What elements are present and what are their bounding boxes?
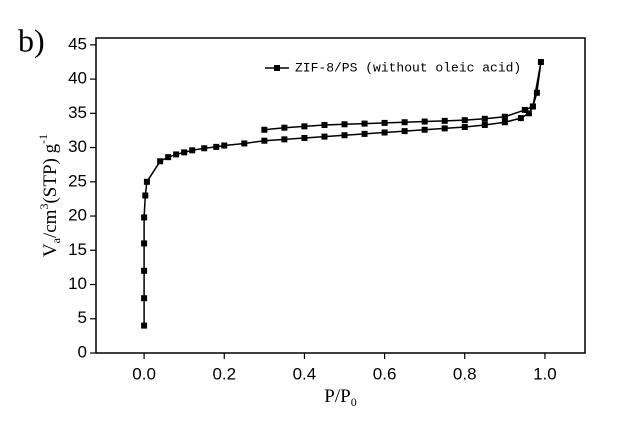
x-label-sub: 0 bbox=[351, 395, 357, 409]
x-tick-label: 0.6 bbox=[373, 364, 397, 383]
plot-frame bbox=[95, 37, 586, 354]
y-label-part: (STP) g bbox=[40, 143, 61, 203]
y-label-part: -1 bbox=[36, 134, 50, 144]
data-point bbox=[525, 110, 532, 117]
data-point bbox=[301, 134, 308, 141]
data-point bbox=[261, 126, 268, 133]
data-line bbox=[143, 61, 542, 326]
data-point bbox=[321, 133, 328, 140]
y-label-part: 3 bbox=[37, 204, 51, 210]
data-point bbox=[213, 143, 220, 150]
x-tick-label: 0.8 bbox=[453, 364, 477, 383]
data-point bbox=[181, 149, 188, 156]
data-point bbox=[141, 267, 148, 274]
y-tick-label: 25 bbox=[68, 171, 87, 190]
data-point bbox=[281, 136, 288, 143]
y-tick-label: 40 bbox=[68, 69, 87, 88]
y-label-part: /cm bbox=[40, 209, 61, 238]
x-axis-label: P/P0 bbox=[324, 386, 356, 408]
x-tick-label: 0.2 bbox=[212, 364, 236, 383]
y-tick-label: 45 bbox=[68, 34, 87, 53]
y-tick-label: 20 bbox=[68, 206, 87, 225]
y-tick-label: 30 bbox=[68, 137, 87, 156]
y-tick-label: 35 bbox=[68, 103, 87, 122]
data-point bbox=[401, 128, 408, 135]
data-point bbox=[517, 115, 524, 122]
y-axis-label: Va/cm3(STP) g-1 bbox=[36, 134, 63, 257]
data-point bbox=[221, 142, 228, 149]
data-point bbox=[401, 119, 408, 126]
data-point bbox=[481, 121, 488, 128]
data-point bbox=[141, 214, 148, 221]
data-point bbox=[361, 120, 368, 127]
data-point bbox=[142, 192, 149, 199]
data-point bbox=[261, 137, 268, 144]
y-label-part: a bbox=[49, 237, 63, 243]
data-point bbox=[341, 132, 348, 139]
data-point bbox=[537, 58, 544, 65]
data-point bbox=[341, 121, 348, 128]
x-tick-label: 0.4 bbox=[293, 364, 317, 383]
data-point bbox=[189, 147, 196, 154]
data-point bbox=[441, 117, 448, 124]
data-point bbox=[173, 151, 180, 158]
y-tick-label: 0 bbox=[78, 342, 87, 361]
data-point bbox=[301, 123, 308, 130]
y-tick-label: 5 bbox=[78, 308, 87, 327]
data-point bbox=[529, 103, 536, 110]
panel-label: b) bbox=[18, 22, 45, 58]
data-point bbox=[157, 158, 164, 165]
data-point bbox=[141, 295, 148, 302]
data-point bbox=[143, 178, 150, 185]
data-point bbox=[461, 124, 468, 131]
y-tick-label: 10 bbox=[68, 274, 87, 293]
x-label-text: P/P bbox=[324, 386, 350, 407]
data-point bbox=[441, 125, 448, 132]
data-point bbox=[533, 89, 540, 96]
y-tick-label: 15 bbox=[68, 240, 87, 259]
data-point bbox=[361, 130, 368, 137]
x-tick-label: 0.0 bbox=[132, 364, 156, 383]
legend-label: ZIF-8/PS (without oleic acid) bbox=[295, 60, 521, 75]
data-point bbox=[201, 145, 208, 152]
data-point bbox=[241, 140, 248, 147]
data-point bbox=[501, 119, 508, 126]
data-point bbox=[141, 322, 148, 329]
x-tick-label: 1.0 bbox=[533, 364, 557, 383]
legend-marker bbox=[274, 65, 280, 71]
data-point bbox=[501, 113, 508, 120]
data-point bbox=[481, 115, 488, 122]
data-point bbox=[321, 121, 328, 128]
data-point bbox=[421, 118, 428, 125]
y-label-part: V bbox=[40, 243, 61, 257]
data-point bbox=[381, 129, 388, 136]
data-point bbox=[281, 124, 288, 131]
data-point bbox=[165, 154, 172, 161]
data-point bbox=[461, 117, 468, 124]
data-point bbox=[141, 240, 148, 247]
data-point bbox=[521, 106, 528, 113]
data-point bbox=[381, 119, 388, 126]
data-point bbox=[421, 126, 428, 133]
